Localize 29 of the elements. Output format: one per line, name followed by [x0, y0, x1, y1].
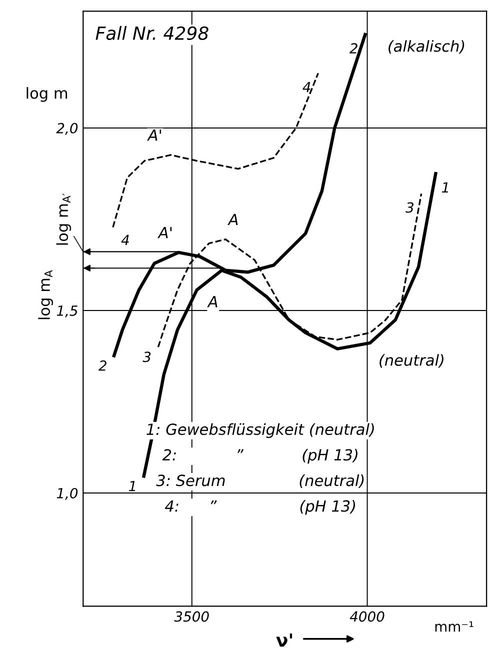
- annotation: A: [207, 296, 218, 308]
- text: mm⁻¹: [435, 621, 474, 632]
- x-tick-label: 3500: [174, 611, 209, 622]
- series-label: 1: [442, 182, 448, 192]
- annotation: 2: ” (pH 13): [162, 448, 358, 464]
- y-tick-label: 1,0: [56, 488, 78, 500]
- ref-line-label: log m$_{A}$: [38, 270, 54, 320]
- annotation: 3: Serum (neutral): [156, 474, 364, 488]
- annotation: 4: ” (pH 13): [164, 500, 356, 515]
- x-axis-title: ν': [276, 633, 292, 647]
- series-label: 3: [406, 202, 414, 213]
- series-label: 4: [302, 82, 310, 92]
- annotation: A: [228, 214, 238, 226]
- annotation: Fall Nr. 4298: [96, 26, 208, 40]
- text: 1: [128, 481, 136, 492]
- text: 4: [121, 234, 129, 245]
- annotation: A': [147, 130, 162, 141]
- annotation: (neutral): [380, 354, 444, 368]
- annotation: (alkalisch): [388, 40, 464, 54]
- x-tick-label: 4000: [350, 611, 384, 622]
- annotation: 1: Gewebsflüssigkeit (neutral): [146, 423, 374, 438]
- series-label: 2: [349, 43, 358, 54]
- y-tick-label: 2,0: [56, 122, 78, 135]
- text: 3: [142, 352, 151, 362]
- annotation: A': [158, 227, 172, 238]
- y-axis-title: log m: [26, 87, 68, 102]
- ref-line-label: log m$_{A′}$: [56, 193, 72, 245]
- text: 2: [98, 360, 106, 371]
- y-tick-label: 1,5: [56, 306, 78, 318]
